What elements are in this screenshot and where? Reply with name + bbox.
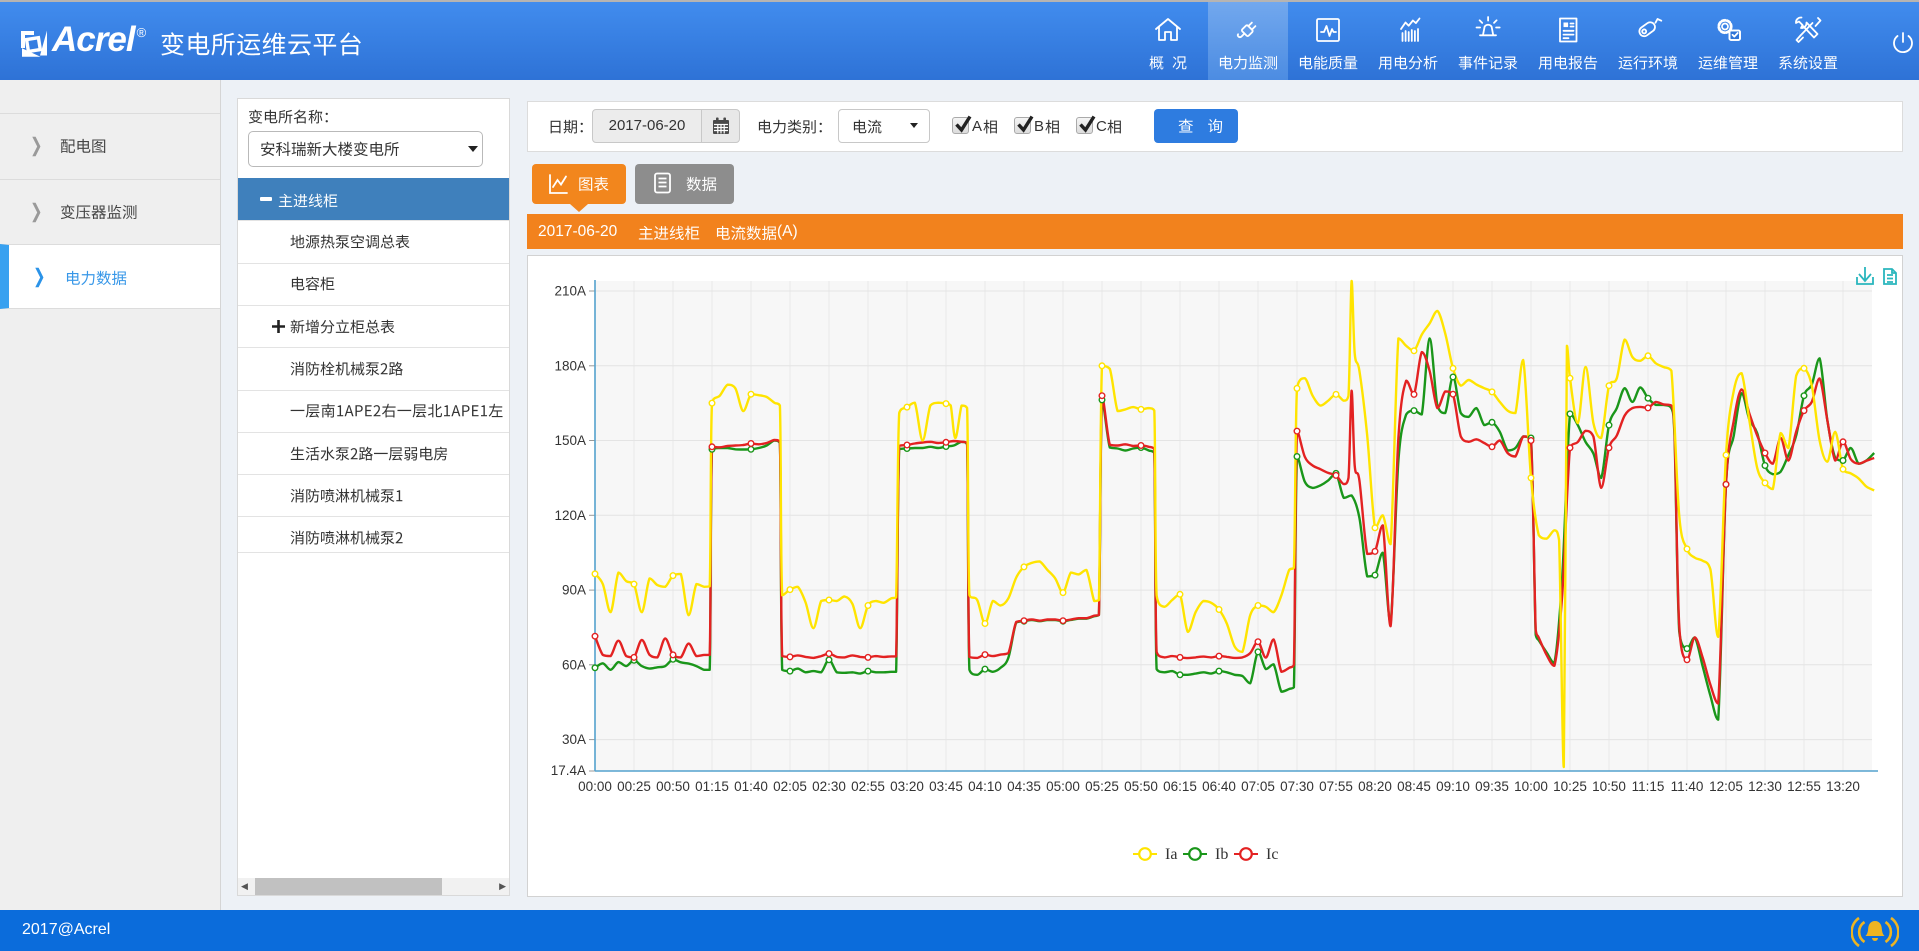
svg-text:06:15: 06:15 — [1163, 779, 1197, 794]
svg-text:05:50: 05:50 — [1124, 779, 1158, 794]
svg-text:01:40: 01:40 — [734, 779, 768, 794]
svg-text:04:10: 04:10 — [968, 779, 1002, 794]
svg-text:17.4A: 17.4A — [551, 763, 586, 778]
svg-text:08:45: 08:45 — [1397, 779, 1431, 794]
svg-text:03:45: 03:45 — [929, 779, 963, 794]
svg-text:150A: 150A — [554, 433, 586, 448]
svg-text:07:05: 07:05 — [1241, 779, 1275, 794]
svg-text:11:40: 11:40 — [1671, 779, 1704, 794]
svg-text:11:15: 11:15 — [1632, 779, 1665, 794]
svg-text:05:00: 05:00 — [1046, 779, 1080, 794]
svg-text:10:25: 10:25 — [1553, 779, 1587, 794]
svg-text:06:40: 06:40 — [1202, 779, 1236, 794]
svg-text:Ib: Ib — [1215, 846, 1228, 863]
svg-text:01:15: 01:15 — [695, 779, 729, 794]
svg-text:07:55: 07:55 — [1319, 779, 1353, 794]
svg-text:12:05: 12:05 — [1709, 779, 1743, 794]
svg-text:07:30: 07:30 — [1280, 779, 1314, 794]
svg-text:10:50: 10:50 — [1592, 779, 1626, 794]
svg-text:30A: 30A — [562, 732, 586, 747]
svg-text:00:25: 00:25 — [617, 779, 651, 794]
svg-text:04:35: 04:35 — [1007, 779, 1041, 794]
svg-text:210A: 210A — [554, 284, 586, 299]
svg-text:02:55: 02:55 — [851, 779, 885, 794]
svg-text:60A: 60A — [562, 657, 586, 672]
svg-text:02:30: 02:30 — [812, 779, 846, 794]
svg-text:12:55: 12:55 — [1787, 779, 1821, 794]
svg-text:Ic: Ic — [1266, 846, 1278, 863]
svg-text:10:00: 10:00 — [1514, 779, 1548, 794]
svg-text:00:50: 00:50 — [656, 779, 690, 794]
svg-text:13:20: 13:20 — [1826, 779, 1860, 794]
svg-text:02:05: 02:05 — [773, 779, 807, 794]
svg-text:120A: 120A — [554, 508, 586, 523]
svg-text:05:25: 05:25 — [1085, 779, 1119, 794]
svg-text:08:20: 08:20 — [1358, 779, 1392, 794]
svg-text:09:35: 09:35 — [1475, 779, 1509, 794]
svg-text:Ia: Ia — [1165, 846, 1177, 863]
svg-text:09:10: 09:10 — [1436, 779, 1470, 794]
svg-text:90A: 90A — [562, 583, 586, 598]
svg-text:00:00: 00:00 — [578, 779, 612, 794]
svg-text:12:30: 12:30 — [1748, 779, 1782, 794]
svg-text:03:20: 03:20 — [890, 779, 924, 794]
svg-text:180A: 180A — [554, 358, 586, 373]
